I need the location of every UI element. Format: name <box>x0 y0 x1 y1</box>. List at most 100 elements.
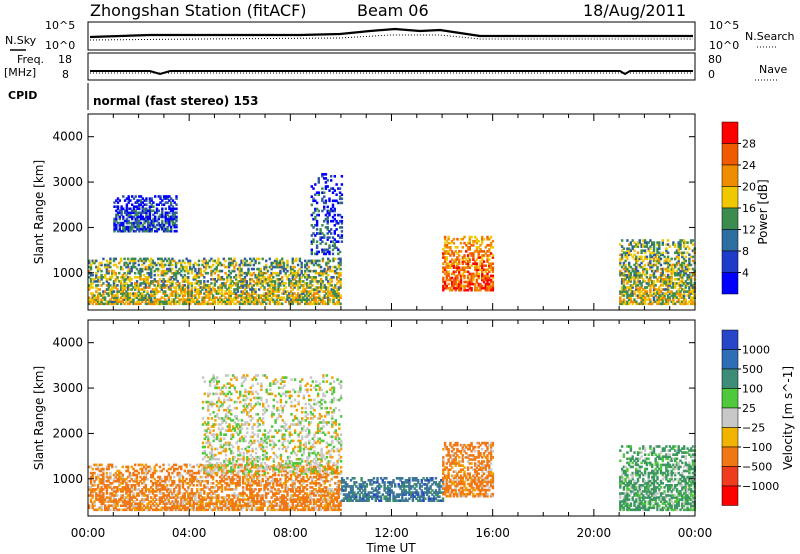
heatmap-cell <box>169 502 172 505</box>
heatmap-cell <box>628 296 631 299</box>
heatmap-cell <box>672 284 675 287</box>
heatmap-cell <box>139 213 143 217</box>
heatmap-cell <box>217 290 220 293</box>
heatmap-cell <box>663 296 666 299</box>
heatmap-cell <box>243 271 247 275</box>
heatmap-cell <box>91 484 94 487</box>
heatmap-cell <box>152 209 155 213</box>
heatmap-cell <box>240 284 243 287</box>
heatmap-cell <box>463 288 466 292</box>
heatmap-cell <box>636 273 640 277</box>
heatmap-cell <box>281 282 284 285</box>
heatmap-cell <box>321 232 324 235</box>
heatmap-cell <box>126 494 130 497</box>
heatmap-cell <box>121 494 124 497</box>
heatmap-cell <box>242 292 245 295</box>
heatmap-cell <box>96 298 100 301</box>
heatmap-cell <box>330 175 333 178</box>
heatmap-cell <box>222 284 225 287</box>
heatmap-cell <box>330 284 333 287</box>
heatmap-cell <box>144 282 148 285</box>
heatmap-cell <box>340 193 344 196</box>
heatmap-cell <box>326 185 329 188</box>
heatmap-cell <box>167 267 171 271</box>
heatmap-cell <box>629 288 633 291</box>
heatmap-cell <box>153 284 156 287</box>
heatmap-cell <box>252 290 255 293</box>
heatmap-cell <box>113 225 116 229</box>
heatmap-cell <box>636 302 640 306</box>
heatmap-cell <box>681 280 684 283</box>
heatmap-cell <box>206 263 209 267</box>
heatmap-cell <box>134 506 137 510</box>
heatmap-cell <box>119 259 123 263</box>
heatmap-cell <box>295 300 298 304</box>
heatmap-cell <box>164 269 167 273</box>
heatmap-cell <box>442 278 445 282</box>
heatmap-cell <box>139 467 142 471</box>
heatmap-cell <box>626 273 629 277</box>
heatmap-cell <box>250 267 254 271</box>
heatmap-cell <box>173 223 176 227</box>
heatmap-cell <box>131 195 134 198</box>
heatmap-cell <box>151 302 155 306</box>
heatmap-cell <box>315 213 319 217</box>
heatmap-cell <box>296 302 300 306</box>
heatmap-cell <box>107 498 110 501</box>
heatmap-cell <box>128 259 132 263</box>
heatmap-cell <box>238 280 241 283</box>
heatmap-cell <box>638 271 641 275</box>
heatmap-cell <box>300 292 303 295</box>
heatmap-cell <box>116 213 120 217</box>
heatmap-cell <box>330 276 333 279</box>
heatmap-cell <box>208 298 211 301</box>
heatmap-cell <box>488 262 491 265</box>
heatmap-cell <box>475 268 479 272</box>
heatmap-cell <box>171 205 175 208</box>
heatmap-cell <box>227 261 231 265</box>
heatmap-cell <box>116 290 119 293</box>
heatmap-cell <box>470 244 473 247</box>
heatmap-cell <box>210 302 213 306</box>
heatmap-cell <box>121 482 124 485</box>
heatmap-cell <box>312 238 315 241</box>
heatmap-cell <box>112 284 116 287</box>
heatmap-cell <box>105 267 109 271</box>
heatmap-cell <box>152 217 155 221</box>
heatmap-cell <box>88 265 91 269</box>
heatmap-cell <box>166 219 169 223</box>
heatmap-cell <box>282 296 286 299</box>
heatmap-cell <box>335 302 339 306</box>
heatmap-cell <box>155 502 158 505</box>
heatmap-cell <box>91 282 94 285</box>
heatmap-cell <box>135 292 139 295</box>
heatmap-cell <box>173 467 176 471</box>
heatmap-cell <box>643 300 647 304</box>
heatmap-cell <box>291 259 294 263</box>
heatmap-cell <box>334 286 337 289</box>
heatmap-cell <box>265 267 268 271</box>
heatmap-cell <box>142 471 146 475</box>
heatmap-cell <box>139 278 142 281</box>
heatmap-cell <box>105 490 109 493</box>
heatmap-cell <box>666 251 670 255</box>
heatmap-cell <box>624 288 627 291</box>
heatmap-cell <box>245 273 248 277</box>
heatmap-cell <box>164 257 167 261</box>
heatmap-cell <box>132 473 135 477</box>
heatmap-cell <box>144 298 148 301</box>
heatmap-cell <box>159 201 162 204</box>
heatmap-cell <box>477 256 480 259</box>
heatmap-cell <box>135 504 139 507</box>
heatmap-cell <box>103 263 107 267</box>
heatmap-cell <box>173 488 176 491</box>
heatmap-cell <box>468 266 471 269</box>
heatmap-cell <box>174 290 178 293</box>
heatmap-cell <box>656 278 659 281</box>
heatmap-cell <box>159 195 162 198</box>
heatmap-cell <box>196 263 199 267</box>
heatmap-cell <box>491 262 495 265</box>
heatmap-cell <box>103 302 107 306</box>
heatmap-cell <box>169 259 172 263</box>
